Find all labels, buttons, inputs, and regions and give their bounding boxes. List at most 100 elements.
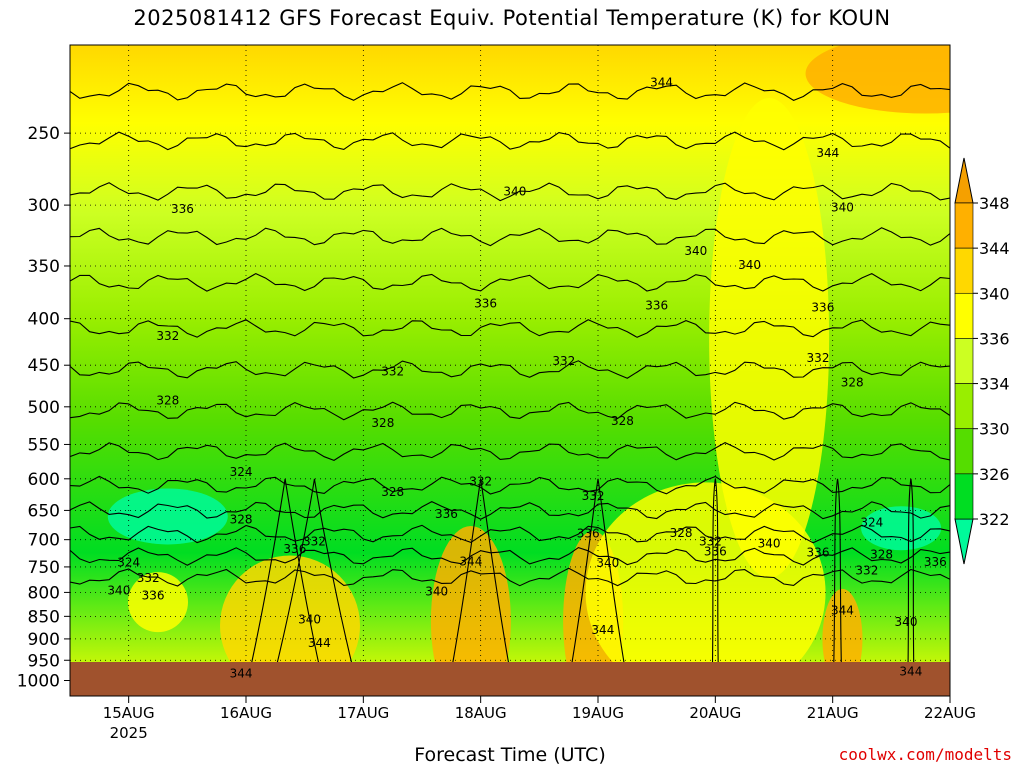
contour-label: 344: [459, 555, 482, 569]
contour-line: [273, 478, 355, 675]
contour-line: [70, 182, 950, 202]
contour-label: 332: [699, 534, 722, 548]
contour-label: 324: [860, 515, 883, 529]
warm-pocket: [430, 525, 511, 696]
colorbar-label: 348: [979, 194, 1010, 213]
contour-line: [70, 475, 950, 495]
y-tick-label: 650: [28, 501, 60, 521]
contour-label: 332: [552, 354, 575, 368]
y-tick-label: 1000: [17, 672, 60, 692]
colorbar-segment: [954, 247, 974, 294]
chart-title: 2025081412 GFS Forecast Equiv. Potential…: [133, 6, 891, 30]
warm-pocket: [107, 488, 228, 545]
colorbar-label: 322: [979, 510, 1010, 529]
plot-frame: [69, 44, 951, 697]
contour-label: 340: [895, 615, 918, 629]
contour-label: 328: [230, 512, 253, 526]
contour-label: 336: [142, 588, 165, 602]
contour-label: 328: [870, 548, 893, 562]
contour-label: 344: [230, 667, 253, 681]
contour-label: 344: [899, 664, 922, 678]
contour-label: 336: [435, 507, 458, 521]
contour-label: 332: [855, 564, 878, 578]
y-tick-label: 950: [28, 651, 60, 671]
contour-line: [70, 272, 950, 292]
contour-label: 340: [738, 258, 761, 272]
warm-pocket: [128, 572, 188, 633]
contour-label: 340: [425, 584, 448, 598]
contour-label: 336: [704, 544, 727, 558]
colorbar-label: 336: [979, 329, 1010, 348]
contour-label: 340: [107, 583, 130, 597]
y-tick-label: 300: [28, 196, 60, 216]
contour-line: [833, 478, 843, 675]
contour-line: [70, 131, 950, 151]
x-tick-label: 20AUG: [689, 704, 741, 722]
y-axis: 250 300 350 400 450 500 550 600 650 700 750 800 850 9…: [17, 124, 70, 692]
contour-label: 340: [503, 185, 526, 199]
contour-label: 344: [591, 623, 614, 637]
contour-line: [70, 319, 950, 338]
colorbar-label: 334: [979, 375, 1010, 394]
colorbar-label: 340: [979, 284, 1010, 303]
colorbar-label: 344: [979, 239, 1010, 258]
contour-label: 336: [577, 526, 600, 540]
warm-pocket: [709, 97, 830, 578]
contour-label: 332: [303, 534, 326, 548]
y-tick-label: 600: [28, 470, 60, 490]
y-tick-label: 500: [28, 398, 60, 418]
contour-label: 328: [371, 416, 394, 430]
colorbar-segment: [954, 383, 974, 430]
y-tick-label: 750: [28, 558, 60, 578]
site-credit[interactable]: coolwx.com/modelts: [838, 745, 1012, 764]
x-tick-label: 15AUG: [103, 704, 155, 722]
contour-line: [70, 401, 950, 421]
contour-label: 332: [381, 364, 404, 378]
contour-label: 328: [156, 393, 179, 407]
contour-label: 336: [924, 555, 947, 569]
x-tick-label: 22AUG: [924, 704, 976, 722]
x-tick-label: 21AUG: [807, 704, 859, 722]
ground-surface: [70, 662, 950, 696]
contour-label: 328: [841, 375, 864, 389]
contour-lines: [70, 82, 950, 675]
contour-line: [70, 524, 950, 544]
contour-label: 332: [807, 351, 830, 365]
contour-label: 340: [831, 201, 854, 215]
contour-line: [70, 567, 950, 587]
y-tick-label: 450: [28, 356, 60, 376]
contour-label: 328: [611, 414, 634, 428]
colorbar-segment: [954, 428, 974, 475]
contour-label: 336: [807, 545, 830, 559]
contour-line: [70, 441, 950, 462]
x-tick-label: 18AUG: [455, 704, 507, 722]
contour-label: 344: [308, 636, 331, 650]
contour-label: 336: [645, 299, 668, 313]
contour-label: 332: [469, 474, 492, 488]
contour-line: [70, 227, 950, 247]
contour-label: 336: [283, 542, 306, 556]
contour-label: 332: [137, 571, 160, 585]
y-tick-label: 800: [28, 583, 60, 603]
contour-line: [70, 82, 950, 102]
colorbar: 348 344 340 336 334 330 326 322: [954, 157, 1010, 565]
contour-line: [70, 500, 950, 520]
colorbar-label: 326: [979, 465, 1010, 484]
x-tick-label: 17AUG: [337, 704, 389, 722]
grid-lines: [70, 45, 950, 696]
warm-pocket: [861, 506, 942, 551]
contour-label: 344: [816, 146, 839, 160]
warm-pocket: [805, 45, 950, 114]
contour-label: 328: [670, 526, 693, 540]
x-tick-label: 19AUG: [572, 704, 624, 722]
contour-label: 324: [230, 465, 253, 479]
contour-label: 344: [831, 604, 854, 618]
colorbar-segment: [954, 473, 974, 520]
contour-line: [70, 546, 950, 566]
x-axis-title: Forecast Time (UTC): [414, 744, 606, 766]
colorbar-segment: [954, 292, 974, 339]
x-axis: 15AUG 2025 16AUG 17AUG 18AUG 19AUG 20AUG 21AUG 2…: [103, 696, 976, 742]
